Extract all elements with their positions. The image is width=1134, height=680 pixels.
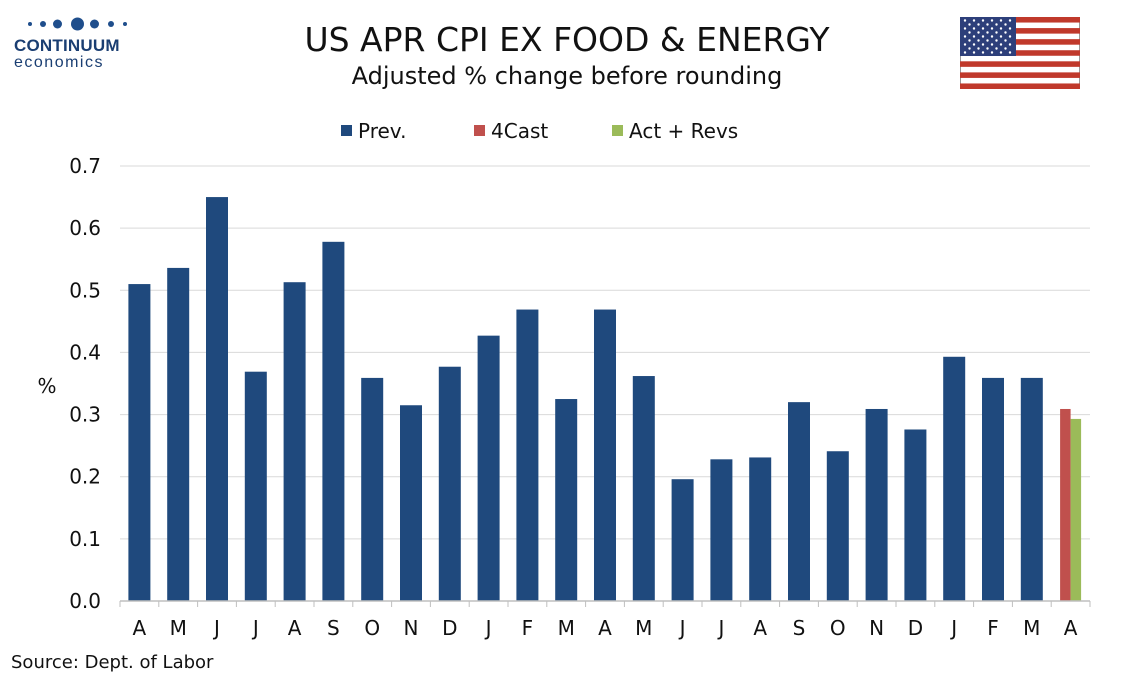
y-tick-label: 0.3 xyxy=(69,403,101,427)
bar-prev xyxy=(438,366,461,601)
bar-prev xyxy=(788,402,810,601)
bar-prev xyxy=(400,405,422,601)
x-tick-label: M xyxy=(558,616,575,640)
x-tick-label: N xyxy=(404,616,419,640)
x-tick-label: M xyxy=(635,616,652,640)
bar-prev xyxy=(671,479,694,601)
x-tick-label: A xyxy=(753,616,767,640)
y-tick-label: 0.0 xyxy=(69,589,101,613)
x-tick-label: F xyxy=(987,616,999,640)
y-axis-label: % xyxy=(37,374,56,398)
bar-act-revs xyxy=(1070,418,1082,601)
x-tick-label: A xyxy=(133,616,147,640)
legend-swatch-prev xyxy=(341,125,352,136)
y-tick-label: 0.6 xyxy=(69,216,101,240)
x-tick-label: J xyxy=(678,616,686,640)
us-flag-icon xyxy=(960,17,1080,89)
x-tick-label: D xyxy=(442,616,457,640)
bar-prev xyxy=(710,459,733,601)
x-tick-label: D xyxy=(908,616,923,640)
continuum-logo: CONTINUUM economics xyxy=(14,14,134,72)
x-tick-label: S xyxy=(793,616,806,640)
x-tick-label: A xyxy=(1064,616,1078,640)
bar-prev xyxy=(361,377,384,601)
y-tick-label: 0.5 xyxy=(69,278,101,302)
x-tick-label: A xyxy=(288,616,302,640)
legend-item-prev: Prev. xyxy=(341,119,406,143)
x-tick-label: J xyxy=(716,616,724,640)
x-tick-label: O xyxy=(364,616,380,640)
bar-prev xyxy=(206,197,228,602)
chart-title: US APR CPI EX FOOD & ENERGY xyxy=(304,20,830,59)
bar-prev xyxy=(244,371,267,601)
logo-name: CONTINUUM xyxy=(14,36,120,55)
x-tick-label: F xyxy=(522,616,534,640)
bar-prev xyxy=(555,399,578,601)
y-tick-label: 0.4 xyxy=(69,340,101,364)
bar-prev xyxy=(516,309,539,601)
x-tick-label: M xyxy=(1023,616,1040,640)
logo-subtitle: economics xyxy=(14,54,104,71)
bar-prev xyxy=(322,241,345,602)
bar-prev xyxy=(1020,377,1043,601)
x-tick-label: J xyxy=(949,616,957,640)
x-tick-label: A xyxy=(598,616,612,640)
legend-swatch-4cast xyxy=(474,125,485,136)
bar-prev xyxy=(477,335,500,601)
x-tick-label: N xyxy=(869,616,884,640)
bar-prev xyxy=(904,429,927,601)
bar-prev xyxy=(826,451,849,601)
bar-prev xyxy=(167,267,190,601)
chart-legend: Prev. 4Cast Act + Revs xyxy=(0,119,1134,145)
x-tick-label: O xyxy=(830,616,846,640)
y-tick-label: 0.7 xyxy=(69,154,101,178)
bar-prev xyxy=(632,376,655,601)
y-tick-label: 0.1 xyxy=(69,527,101,551)
x-tick-label: J xyxy=(484,616,492,640)
logo-dots-icon xyxy=(14,14,134,34)
y-tick-label: 0.2 xyxy=(69,465,101,489)
x-tick-label: M xyxy=(170,616,187,640)
x-tick-label: S xyxy=(327,616,340,640)
x-tick-label: J xyxy=(212,616,220,640)
bar-prev xyxy=(749,457,772,601)
legend-label-4cast: 4Cast xyxy=(491,119,549,143)
chart-subtitle: Adjusted % change before rounding xyxy=(351,62,783,90)
bar-prev xyxy=(943,356,966,601)
source-note: Source: Dept. of Labor xyxy=(11,652,214,673)
legend-item-act-revs: Act + Revs xyxy=(612,119,738,143)
bar-prev xyxy=(128,284,151,601)
x-tick-label: J xyxy=(251,616,259,640)
legend-label-prev: Prev. xyxy=(358,119,407,143)
bar-prev xyxy=(865,408,888,601)
bar-prev xyxy=(982,377,1004,601)
bar-prev xyxy=(594,309,616,601)
legend-item-4cast: 4Cast xyxy=(474,119,548,143)
legend-label-act-revs: Act + Revs xyxy=(629,119,739,143)
bar-4cast xyxy=(1060,408,1071,601)
bar-prev xyxy=(283,282,306,601)
legend-swatch-act-revs xyxy=(612,125,623,136)
